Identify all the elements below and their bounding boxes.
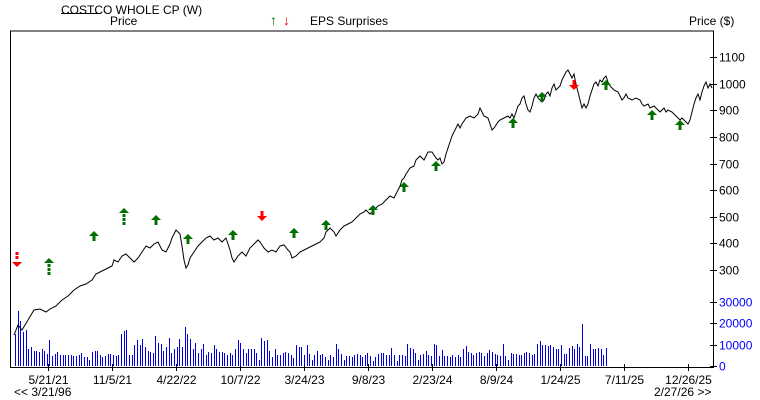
date-tick-label: 2/23/24 (412, 373, 452, 387)
eps-beat-arrow-icon (183, 234, 193, 244)
volume-axis: 0 10000 20000 30000 (710, 296, 753, 374)
eps-beat-arrow-icon (399, 182, 409, 192)
eps-miss-arrow-icon (257, 211, 267, 221)
price-tick-label: 1100 (719, 51, 745, 65)
eps-beat-arrow-icon (537, 92, 547, 102)
volume-tick-label: 10000 (719, 339, 753, 353)
nav-back-link[interactable]: << 3/21/96 (14, 385, 72, 399)
date-tick-label: 11/5/21 (93, 373, 132, 387)
chart-frame (10, 30, 714, 368)
price-tick-label: 800 (719, 131, 739, 145)
eps-beat-arrow-icon (228, 230, 238, 240)
eps-beat-arrow-icon (321, 220, 331, 230)
price-axis-title: Price ($) (689, 14, 735, 28)
legend-price-label: Price (110, 14, 138, 28)
eps-beat-arrow-icon (89, 231, 99, 241)
date-tick-label: 4/22/22 (156, 373, 196, 387)
nav-forward-link[interactable]: 2/27/26 >> (654, 385, 712, 399)
price-tick-label: 500 (719, 211, 739, 225)
date-tick-label: 5/21/21 (28, 373, 68, 387)
date-tick-label: 12/26/25 (665, 373, 712, 387)
eps-beat-arrow-icon (675, 120, 685, 130)
price-tick-label: 400 (719, 237, 739, 251)
date-tick-label: 8/9/24 (480, 373, 514, 387)
legend-eps-up-icon: ↑ (270, 12, 277, 28)
eps-beat-arrow-icon (44, 258, 54, 275)
eps-surprise-markers (12, 80, 685, 275)
date-tick-label: 7/11/25 (605, 373, 644, 387)
price-tick-label: 300 (719, 264, 739, 278)
date-tick-label: 10/7/22 (220, 373, 260, 387)
eps-beat-arrow-icon (508, 118, 518, 128)
eps-beat-arrow-icon (601, 80, 611, 90)
price-axis: 300 400 500 600 700 800 900 1000 1100 (710, 51, 746, 278)
price-tick-label: 700 (719, 158, 739, 172)
eps-beat-arrow-icon (431, 161, 441, 171)
eps-beat-arrow-icon (119, 208, 129, 225)
eps-beat-arrow-icon (368, 205, 378, 215)
eps-miss-arrow-icon (12, 252, 22, 267)
price-tick-label: 900 (719, 104, 739, 118)
date-tick-label: 1/24/25 (540, 373, 580, 387)
eps-beat-arrow-icon (647, 110, 657, 120)
volume-bars (15, 311, 607, 366)
volume-tick-label: 30000 (719, 296, 753, 310)
legend-eps-label: EPS Surprises (310, 14, 389, 28)
legend-price-line (61, 13, 101, 14)
date-axis: 5/21/21 11/5/21 4/22/22 10/7/22 3/24/23 9/8/2… (28, 364, 712, 387)
date-tick-label: 3/24/23 (284, 373, 324, 387)
volume-tick-label: 0 (719, 360, 726, 374)
price-line (13, 69, 713, 336)
eps-beat-arrow-icon (289, 228, 299, 238)
price-tick-label: 600 (719, 184, 739, 198)
volume-tick-label: 20000 (719, 317, 753, 331)
price-tick-label: 1000 (719, 78, 746, 92)
date-tick-label: 9/8/23 (352, 373, 386, 387)
legend-eps-down-icon: ↓ (283, 12, 290, 28)
eps-beat-arrow-icon (151, 215, 161, 225)
eps-miss-arrow-icon (569, 80, 579, 90)
